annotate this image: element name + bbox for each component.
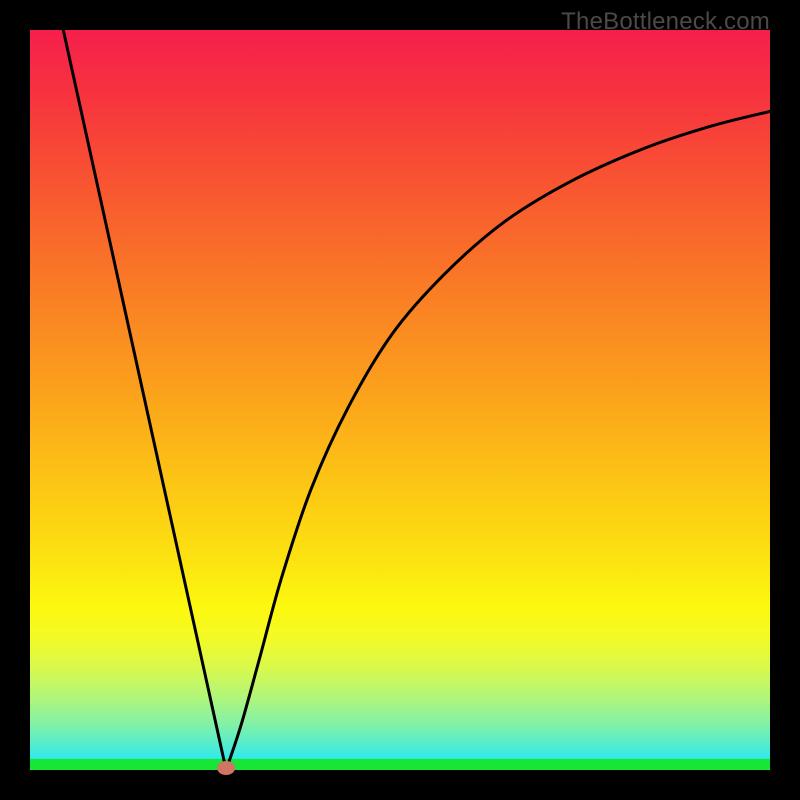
- chart-container: TheBottleneck.com: [0, 0, 800, 800]
- chart-svg: [0, 0, 800, 800]
- minimum-marker: [217, 761, 235, 775]
- gradient-background: [30, 30, 770, 770]
- watermark-text: TheBottleneck.com: [561, 8, 770, 36]
- green-band: [30, 759, 770, 770]
